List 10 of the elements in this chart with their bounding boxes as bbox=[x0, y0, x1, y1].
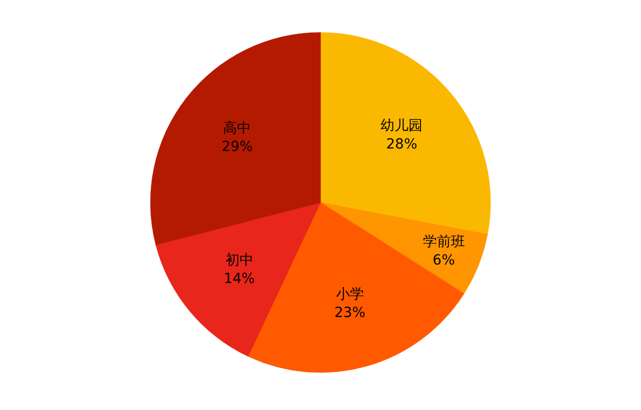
slice-label: 学前班 bbox=[422, 234, 465, 250]
slice-label: 幼儿园 bbox=[380, 118, 423, 134]
slice-label: 初中 bbox=[225, 252, 254, 268]
data-label: 28% bbox=[386, 136, 418, 153]
data-label: 23% bbox=[334, 305, 366, 322]
data-label: 14% bbox=[224, 271, 255, 288]
data-label: 29% bbox=[222, 139, 253, 156]
slice-label: 小学 bbox=[336, 286, 364, 302]
data-label: 6% bbox=[432, 252, 455, 269]
slice-label: 高中 bbox=[223, 120, 252, 137]
